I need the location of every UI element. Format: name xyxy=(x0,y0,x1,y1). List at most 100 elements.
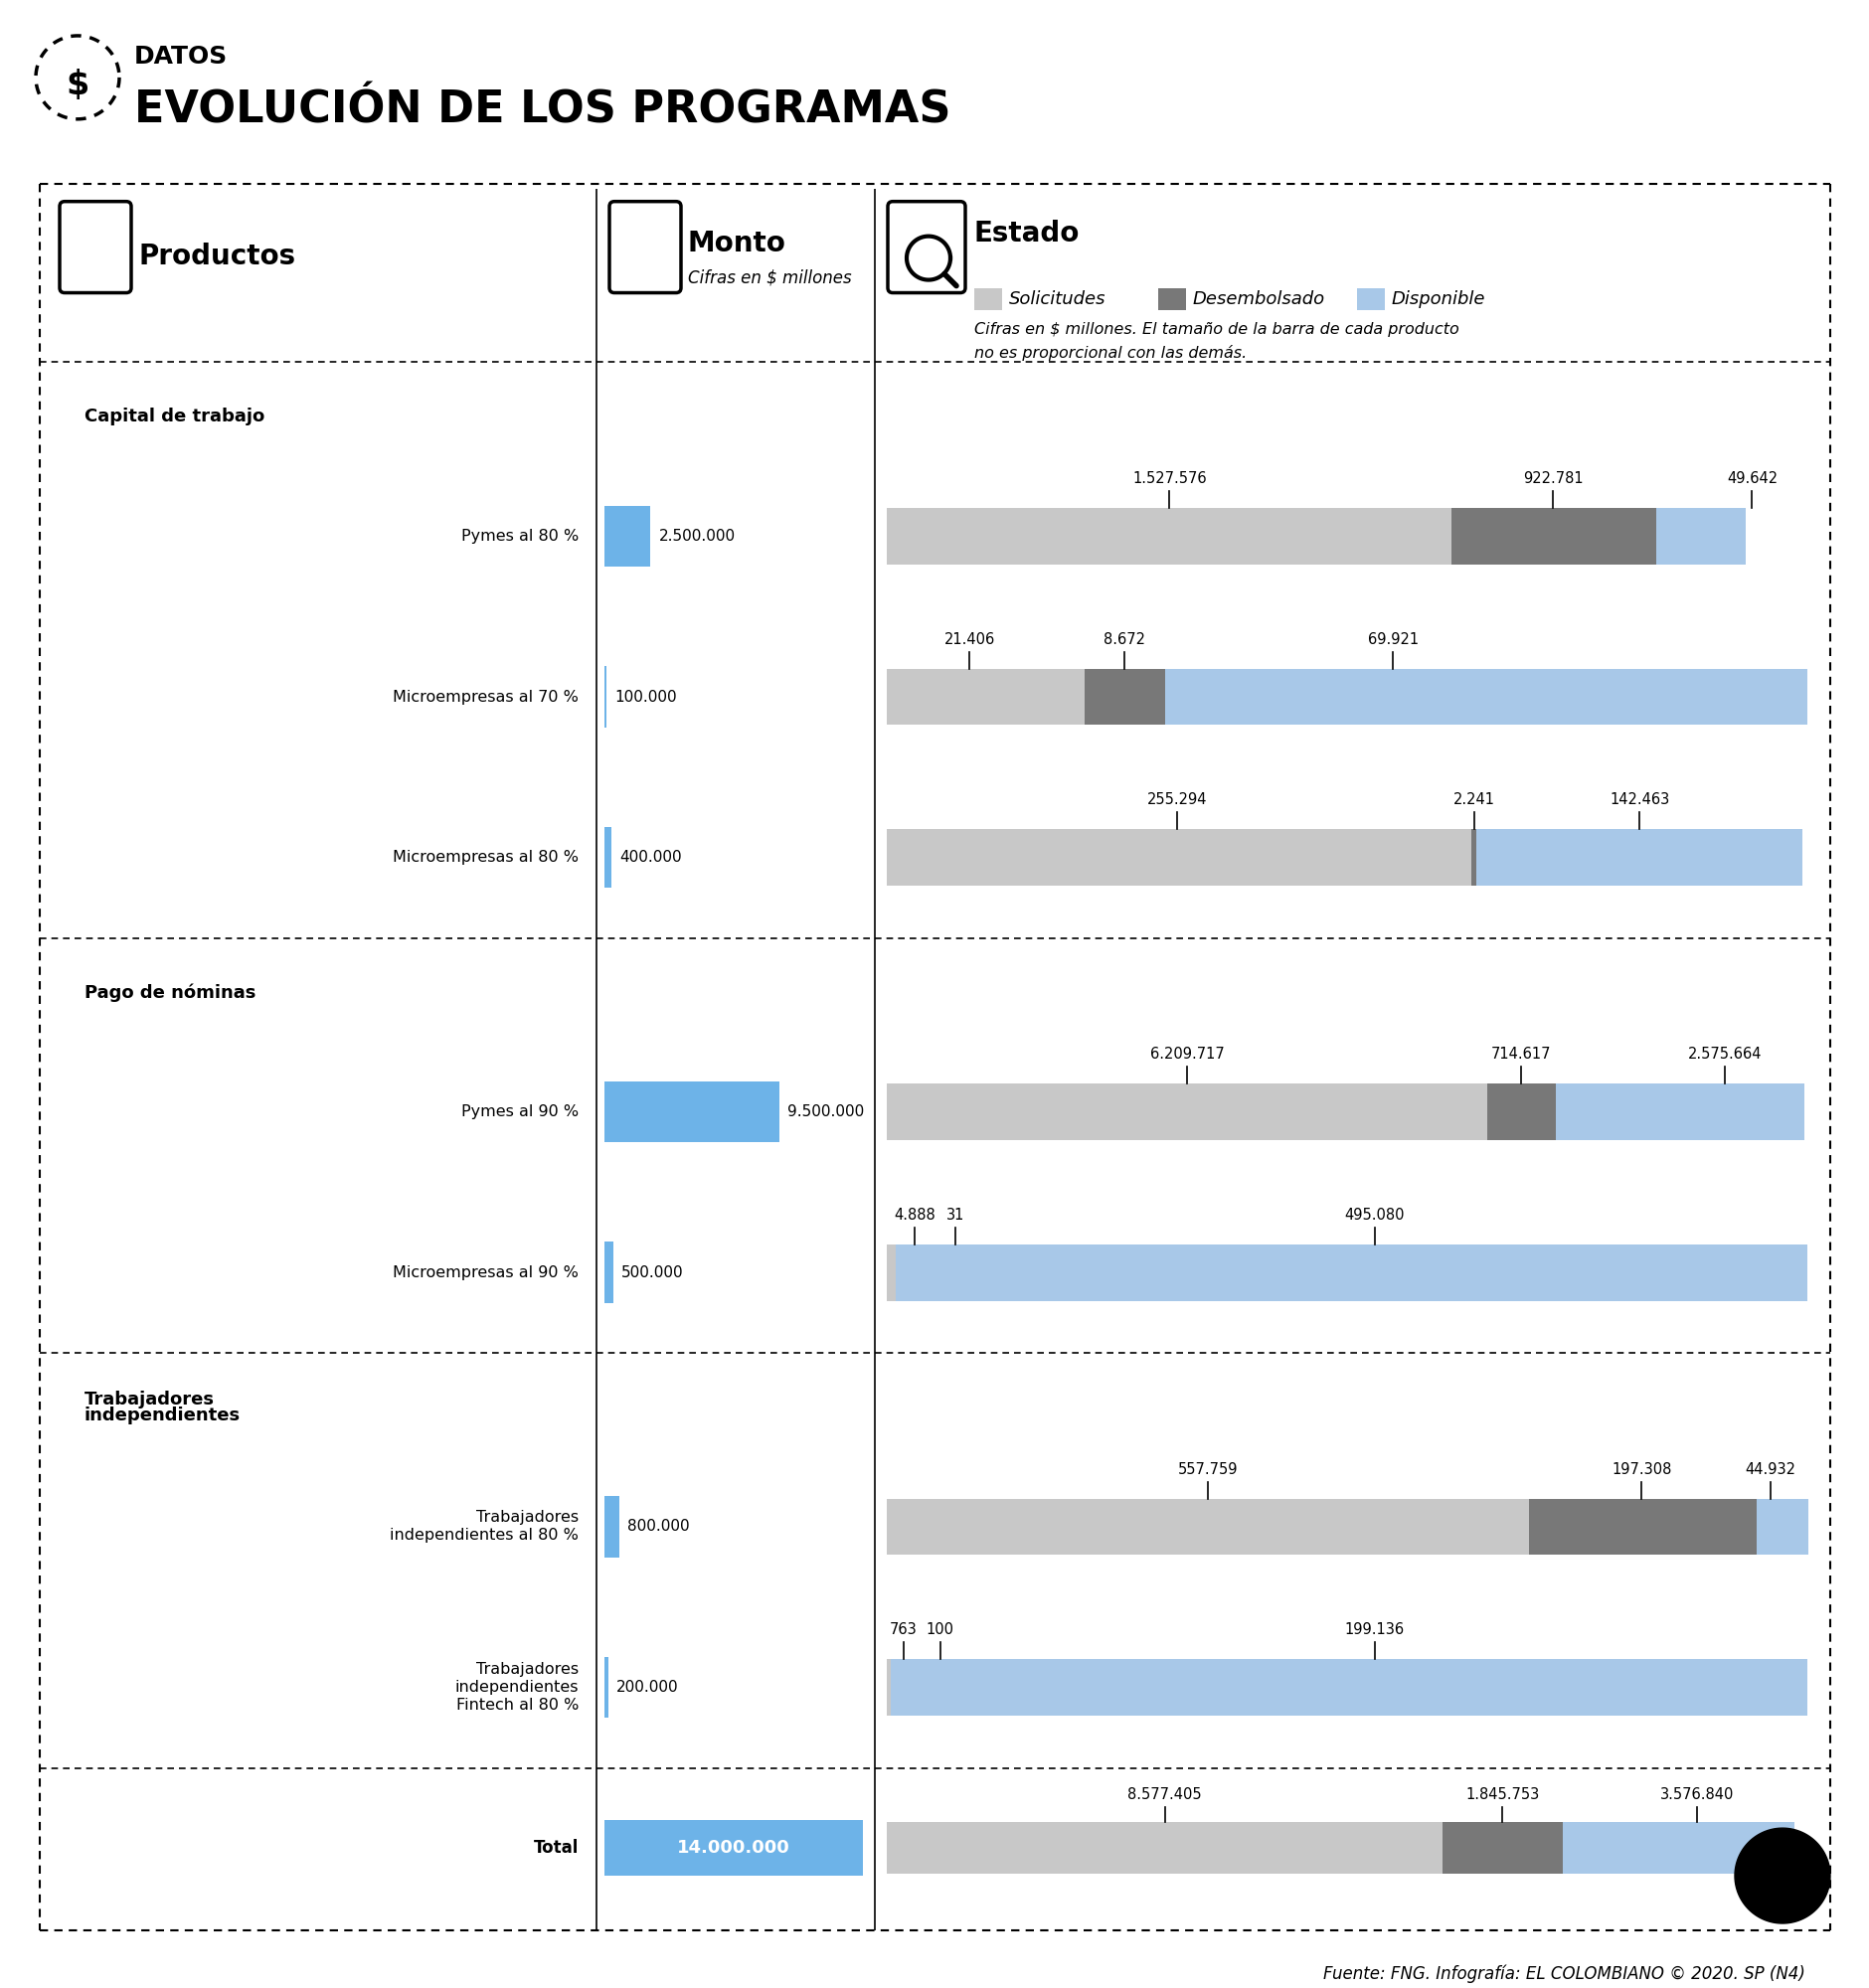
Text: 199.136: 199.136 xyxy=(1344,1622,1404,1638)
Text: Trabajadores: Trabajadores xyxy=(477,1662,578,1678)
Bar xyxy=(624,248,637,288)
Text: Estado: Estado xyxy=(974,219,1080,247)
Text: 142.463: 142.463 xyxy=(1609,793,1669,807)
Text: 1.845.753: 1.845.753 xyxy=(1465,1787,1538,1801)
Text: 4.888: 4.888 xyxy=(893,1207,934,1223)
Bar xyxy=(886,668,1084,726)
Text: 200.000: 200.000 xyxy=(615,1680,678,1696)
Polygon shape xyxy=(1734,1829,1830,1922)
Bar xyxy=(895,1244,1807,1300)
Bar xyxy=(97,247,127,254)
Bar xyxy=(77,247,88,252)
Bar xyxy=(1471,829,1477,887)
Text: independientes al 80 %: independientes al 80 % xyxy=(389,1529,578,1543)
Text: Productos: Productos xyxy=(138,243,295,270)
Text: Monto: Monto xyxy=(688,229,785,256)
Bar xyxy=(1656,507,1746,565)
Text: Total: Total xyxy=(533,1839,578,1857)
Bar xyxy=(886,829,1471,887)
Text: $: $ xyxy=(65,70,90,101)
Text: Trabajadores: Trabajadores xyxy=(477,1511,578,1525)
Bar xyxy=(604,827,611,889)
Bar xyxy=(886,1660,890,1716)
Text: 100: 100 xyxy=(925,1622,953,1638)
Text: 8.672: 8.672 xyxy=(1103,632,1144,646)
Text: independientes: independientes xyxy=(84,1406,241,1423)
Bar xyxy=(1164,668,1807,726)
Text: 255.294: 255.294 xyxy=(1146,793,1206,807)
Bar xyxy=(604,1242,613,1302)
Text: 500.000: 500.000 xyxy=(621,1264,684,1280)
Text: 763: 763 xyxy=(890,1622,916,1638)
Bar xyxy=(77,225,88,231)
Bar xyxy=(1529,1499,1755,1555)
Text: 2.575.664: 2.575.664 xyxy=(1686,1048,1761,1062)
Text: C.: C. xyxy=(1766,1863,1796,1891)
Bar xyxy=(77,270,88,276)
Text: EVOLUCIÓN DE LOS PROGRAMAS: EVOLUCIÓN DE LOS PROGRAMAS xyxy=(135,89,951,131)
Bar xyxy=(641,229,656,288)
Text: 31: 31 xyxy=(946,1207,964,1223)
Bar xyxy=(886,1244,895,1300)
Bar xyxy=(1755,1499,1807,1555)
Text: Capital de trabajo: Capital de trabajo xyxy=(84,408,265,425)
Bar xyxy=(97,223,127,231)
Text: Microempresas al 80 %: Microempresas al 80 % xyxy=(392,851,578,865)
Text: 69.921: 69.921 xyxy=(1366,632,1419,646)
Bar xyxy=(1486,1083,1555,1139)
FancyBboxPatch shape xyxy=(888,201,964,292)
Text: 922.781: 922.781 xyxy=(1523,471,1583,487)
Text: Cifras en $ millones. El tamaño de la barra de cada producto: Cifras en $ millones. El tamaño de la ba… xyxy=(974,322,1458,338)
Text: Fintech al 80 %: Fintech al 80 % xyxy=(456,1698,578,1714)
Text: 400.000: 400.000 xyxy=(619,851,682,865)
Bar xyxy=(890,1660,1807,1716)
Bar xyxy=(886,1823,1443,1873)
Text: no es proporcional con las demás.: no es proporcional con las demás. xyxy=(974,346,1247,362)
FancyBboxPatch shape xyxy=(609,201,680,292)
Text: 1.527.576: 1.527.576 xyxy=(1133,471,1206,487)
Bar xyxy=(1562,1823,1794,1873)
Text: Desembolsado: Desembolsado xyxy=(1192,290,1325,308)
Bar xyxy=(886,1083,1486,1139)
Text: Pymes al 80 %: Pymes al 80 % xyxy=(462,529,578,543)
Bar xyxy=(1555,1083,1804,1139)
Bar xyxy=(604,505,650,567)
Bar xyxy=(604,1497,619,1557)
Bar xyxy=(1084,668,1164,726)
Text: Disponible: Disponible xyxy=(1391,290,1486,308)
Text: Microempresas al 90 %: Microempresas al 90 % xyxy=(392,1264,578,1280)
Text: 2.500.000: 2.500.000 xyxy=(658,529,735,543)
Bar xyxy=(1157,288,1185,310)
Bar xyxy=(886,1499,1529,1555)
Text: Cifras en $ millones: Cifras en $ millones xyxy=(688,268,850,286)
Bar xyxy=(974,288,1002,310)
Text: Pymes al 90 %: Pymes al 90 % xyxy=(462,1103,578,1119)
Text: 21.406: 21.406 xyxy=(944,632,994,646)
Text: independientes: independientes xyxy=(454,1680,578,1696)
Bar xyxy=(886,507,1450,565)
FancyBboxPatch shape xyxy=(60,201,131,292)
Text: 14.000.000: 14.000.000 xyxy=(677,1839,791,1857)
Text: Solicitudes: Solicitudes xyxy=(1009,290,1105,308)
Text: 714.617: 714.617 xyxy=(1490,1048,1549,1062)
Text: Pago de nóminas: Pago de nóminas xyxy=(84,984,256,1002)
Bar xyxy=(1477,829,1802,887)
Text: Microempresas al 70 %: Microempresas al 70 % xyxy=(392,690,578,704)
Bar xyxy=(1450,507,1656,565)
Bar xyxy=(660,258,673,288)
Bar xyxy=(604,1081,779,1143)
Bar xyxy=(604,1819,862,1875)
Bar xyxy=(1443,1823,1562,1873)
Text: 6.209.717: 6.209.717 xyxy=(1149,1048,1224,1062)
Text: 9.500.000: 9.500.000 xyxy=(787,1103,863,1119)
Text: 44.932: 44.932 xyxy=(1744,1461,1794,1477)
Text: Fuente: FNG. Infografía: EL COLOMBIANO © 2020. SP (N4): Fuente: FNG. Infografía: EL COLOMBIANO ©… xyxy=(1323,1964,1804,1984)
Bar xyxy=(1357,288,1385,310)
Text: 495.080: 495.080 xyxy=(1344,1207,1404,1223)
Text: 800.000: 800.000 xyxy=(626,1519,690,1535)
Text: Trabajadores: Trabajadores xyxy=(84,1390,215,1408)
Bar xyxy=(604,1656,607,1718)
Text: 100.000: 100.000 xyxy=(613,690,677,704)
Text: 557.759: 557.759 xyxy=(1177,1461,1237,1477)
Text: DATOS: DATOS xyxy=(135,44,228,68)
